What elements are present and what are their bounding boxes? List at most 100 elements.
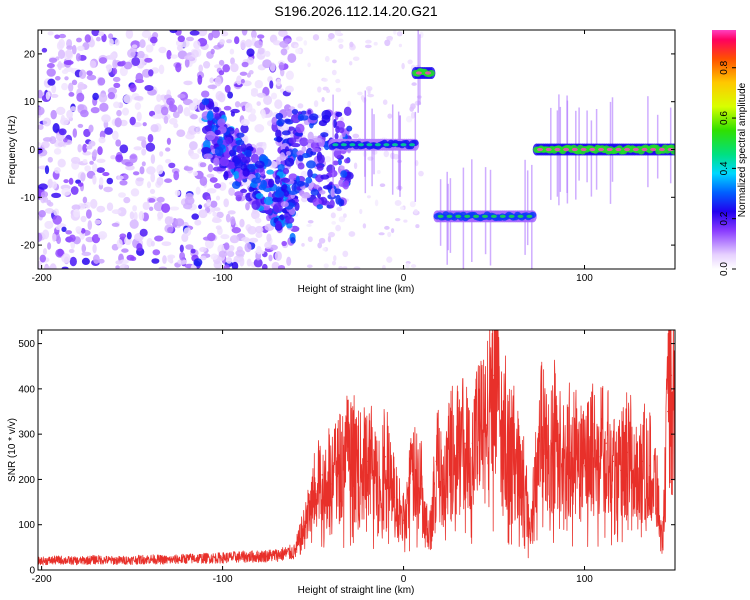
noise-speck (66, 45, 74, 51)
noise-speck (42, 196, 49, 203)
noise-speck (398, 43, 403, 48)
band-speck (255, 193, 264, 199)
noise-speck (54, 75, 61, 81)
noise-speck (393, 30, 397, 35)
trace-1-peak (400, 143, 407, 147)
band-speck (214, 146, 224, 157)
band-speck (294, 132, 303, 137)
trace-1-peak (357, 143, 364, 147)
noise-speck (58, 33, 67, 39)
noise-speck (306, 223, 312, 227)
noise-speck (156, 196, 165, 203)
noise-speck (151, 258, 160, 264)
snr-frame (37, 329, 676, 571)
noise-speck (227, 91, 234, 99)
noise-speck (108, 38, 114, 46)
snr-point (357, 469, 359, 471)
noise-speck (390, 228, 395, 234)
noise-speck (269, 80, 274, 89)
noise-speck (382, 99, 388, 105)
noise-speck (245, 202, 250, 211)
noise-speck (98, 57, 108, 64)
noise-speck (301, 243, 305, 247)
noise-speck (228, 187, 235, 196)
snr-point (547, 456, 549, 458)
noise-speck (150, 154, 156, 164)
noise-speck (210, 48, 215, 55)
noise-speck (83, 128, 91, 138)
band-speck (233, 171, 240, 179)
trace-4-peak (650, 147, 657, 152)
noise-speck (349, 41, 354, 48)
noise-speck (313, 100, 319, 108)
noise-speck (218, 182, 227, 191)
band-speck (203, 153, 213, 160)
snr-point (303, 528, 305, 530)
snr-point (612, 460, 615, 462)
snr-point (149, 558, 151, 560)
noise-speck (249, 237, 259, 243)
snr-point (403, 519, 405, 521)
band-speck (275, 220, 282, 230)
band-speck (306, 160, 316, 169)
noise-speck (41, 141, 50, 149)
noise-speck (366, 195, 371, 199)
snr-point (670, 374, 673, 376)
noise-speck (338, 44, 344, 49)
noise-speck (191, 49, 199, 58)
noise-speck (230, 216, 236, 226)
noise-speck (231, 261, 239, 269)
trace-4-peak (580, 147, 587, 152)
noise-speck (76, 92, 85, 102)
noise-speck (226, 250, 235, 258)
noise-speck (64, 76, 69, 81)
noise-speck (206, 188, 217, 194)
noise-speck (85, 145, 93, 150)
band-speck (311, 148, 322, 153)
noise-speck (85, 209, 92, 219)
noise-speck (383, 150, 390, 158)
band-speck (288, 137, 297, 144)
band-speck (316, 164, 324, 171)
noise-speck (89, 160, 94, 165)
snr-point (529, 533, 531, 535)
noise-speck (61, 266, 69, 269)
noise-speck (111, 222, 120, 227)
noise-speck (262, 141, 267, 151)
noise-speck (262, 59, 272, 69)
noise-speck (102, 172, 110, 177)
noise-speck (129, 83, 137, 93)
noise-speck (236, 75, 242, 86)
band-speck (271, 197, 282, 203)
noise-speck (410, 111, 415, 119)
trace-1-peak (374, 143, 381, 147)
noise-speck (223, 105, 232, 111)
snr-y-label: SNR (10 * v/v) (7, 418, 18, 482)
noise-speck (213, 183, 222, 189)
noise-speck (126, 231, 132, 240)
noise-speck (204, 238, 214, 249)
noise-speck (94, 219, 102, 225)
band-speck (334, 133, 339, 140)
noise-speck (164, 216, 173, 226)
noise-speck (65, 230, 73, 235)
band-speck (212, 106, 220, 113)
band-speck (245, 149, 252, 157)
noise-speck (396, 31, 403, 37)
noise-speck (227, 210, 236, 215)
noise-speck (70, 106, 77, 112)
noise-speck (338, 216, 346, 223)
noise-speck (407, 59, 413, 65)
trace-3-peak (499, 214, 506, 218)
noise-speck (219, 39, 225, 45)
noise-speck (202, 236, 213, 241)
noise-speck (58, 38, 65, 49)
noise-speck (295, 36, 303, 42)
snr-point (421, 483, 423, 485)
snr-point (450, 433, 452, 435)
band-speck (275, 129, 282, 138)
spectrogram-x-ticks: -200 -100 0 100 (32, 30, 593, 284)
noise-speck (58, 128, 67, 136)
noise-speck (226, 39, 233, 44)
noise-speck (253, 258, 263, 268)
